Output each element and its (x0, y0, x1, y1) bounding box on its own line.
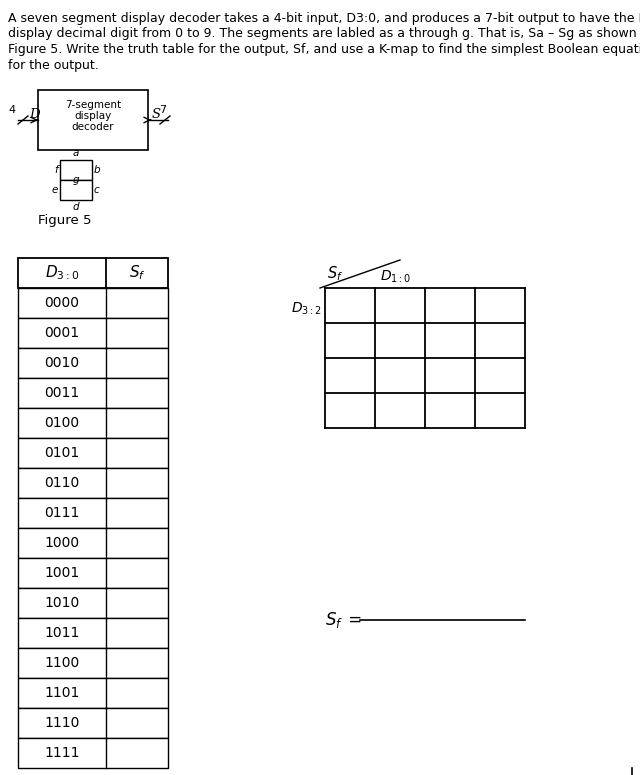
Text: 0101: 0101 (44, 446, 79, 460)
Bar (18, 678, 168, 708)
Text: d: d (73, 202, 79, 212)
Text: 1000: 1000 (44, 536, 79, 550)
Text: D: D (29, 108, 40, 121)
Text: display: display (74, 111, 111, 121)
Text: 0111: 0111 (44, 506, 80, 520)
Text: 0010: 0010 (44, 356, 79, 370)
Text: 1011: 1011 (44, 626, 80, 640)
Bar (18, 318, 168, 348)
Text: 4: 4 (9, 105, 16, 115)
Bar (18, 738, 168, 768)
Bar (18, 708, 168, 738)
Bar (18, 378, 168, 408)
Text: 1100: 1100 (44, 656, 79, 670)
Bar (18, 648, 168, 678)
Text: S: S (152, 108, 161, 121)
Text: =: = (343, 611, 367, 629)
Text: 0000: 0000 (45, 296, 79, 310)
Text: 0001: 0001 (44, 326, 79, 340)
Text: 7-segment: 7-segment (65, 100, 121, 110)
Text: $D_{3:2}$: $D_{3:2}$ (291, 301, 322, 317)
Text: g: g (73, 175, 79, 185)
Bar (18, 348, 168, 378)
Bar (18, 558, 168, 588)
Text: b: b (94, 165, 100, 175)
Text: display decimal digit from 0 to 9. The segments are labled as a through g. That : display decimal digit from 0 to 9. The s… (8, 27, 640, 40)
Bar (18, 438, 168, 468)
Bar (38, 90, 148, 150)
Text: Figure 5: Figure 5 (38, 214, 92, 227)
Text: 1001: 1001 (44, 566, 79, 580)
Bar (18, 618, 168, 648)
Text: A seven segment display decoder takes a 4-bit input, D3:0, and produces a 7-bit : A seven segment display decoder takes a … (8, 12, 640, 25)
Bar (18, 288, 168, 318)
Text: c: c (94, 185, 100, 195)
Text: f: f (54, 165, 58, 175)
Text: $S_f$: $S_f$ (129, 264, 145, 282)
Bar (60, 160, 92, 180)
Text: 0100: 0100 (44, 416, 79, 430)
Text: 7: 7 (159, 105, 166, 115)
Bar (18, 468, 168, 498)
Text: Figure 5. Write the truth table for the output, Sf, and use a K-map to find the : Figure 5. Write the truth table for the … (8, 43, 640, 56)
Text: a: a (73, 148, 79, 158)
Bar (18, 258, 168, 288)
Text: 1101: 1101 (44, 686, 80, 700)
Text: 1010: 1010 (44, 596, 79, 610)
Text: 1111: 1111 (44, 746, 80, 760)
Bar (18, 408, 168, 438)
Text: decoder: decoder (72, 122, 115, 132)
Bar (60, 180, 92, 200)
Text: $S_f$: $S_f$ (325, 610, 343, 630)
Text: $S_f$: $S_f$ (327, 264, 343, 283)
Text: $D_{1:0}$: $D_{1:0}$ (380, 269, 412, 285)
Text: 0110: 0110 (44, 476, 79, 490)
Bar (18, 588, 168, 618)
Text: e: e (52, 185, 58, 195)
Bar (18, 528, 168, 558)
Text: for the output.: for the output. (8, 58, 99, 71)
Text: $D_{3:0}$: $D_{3:0}$ (45, 264, 79, 282)
Text: 1110: 1110 (44, 716, 80, 730)
Bar (18, 498, 168, 528)
Text: 0011: 0011 (44, 386, 79, 400)
